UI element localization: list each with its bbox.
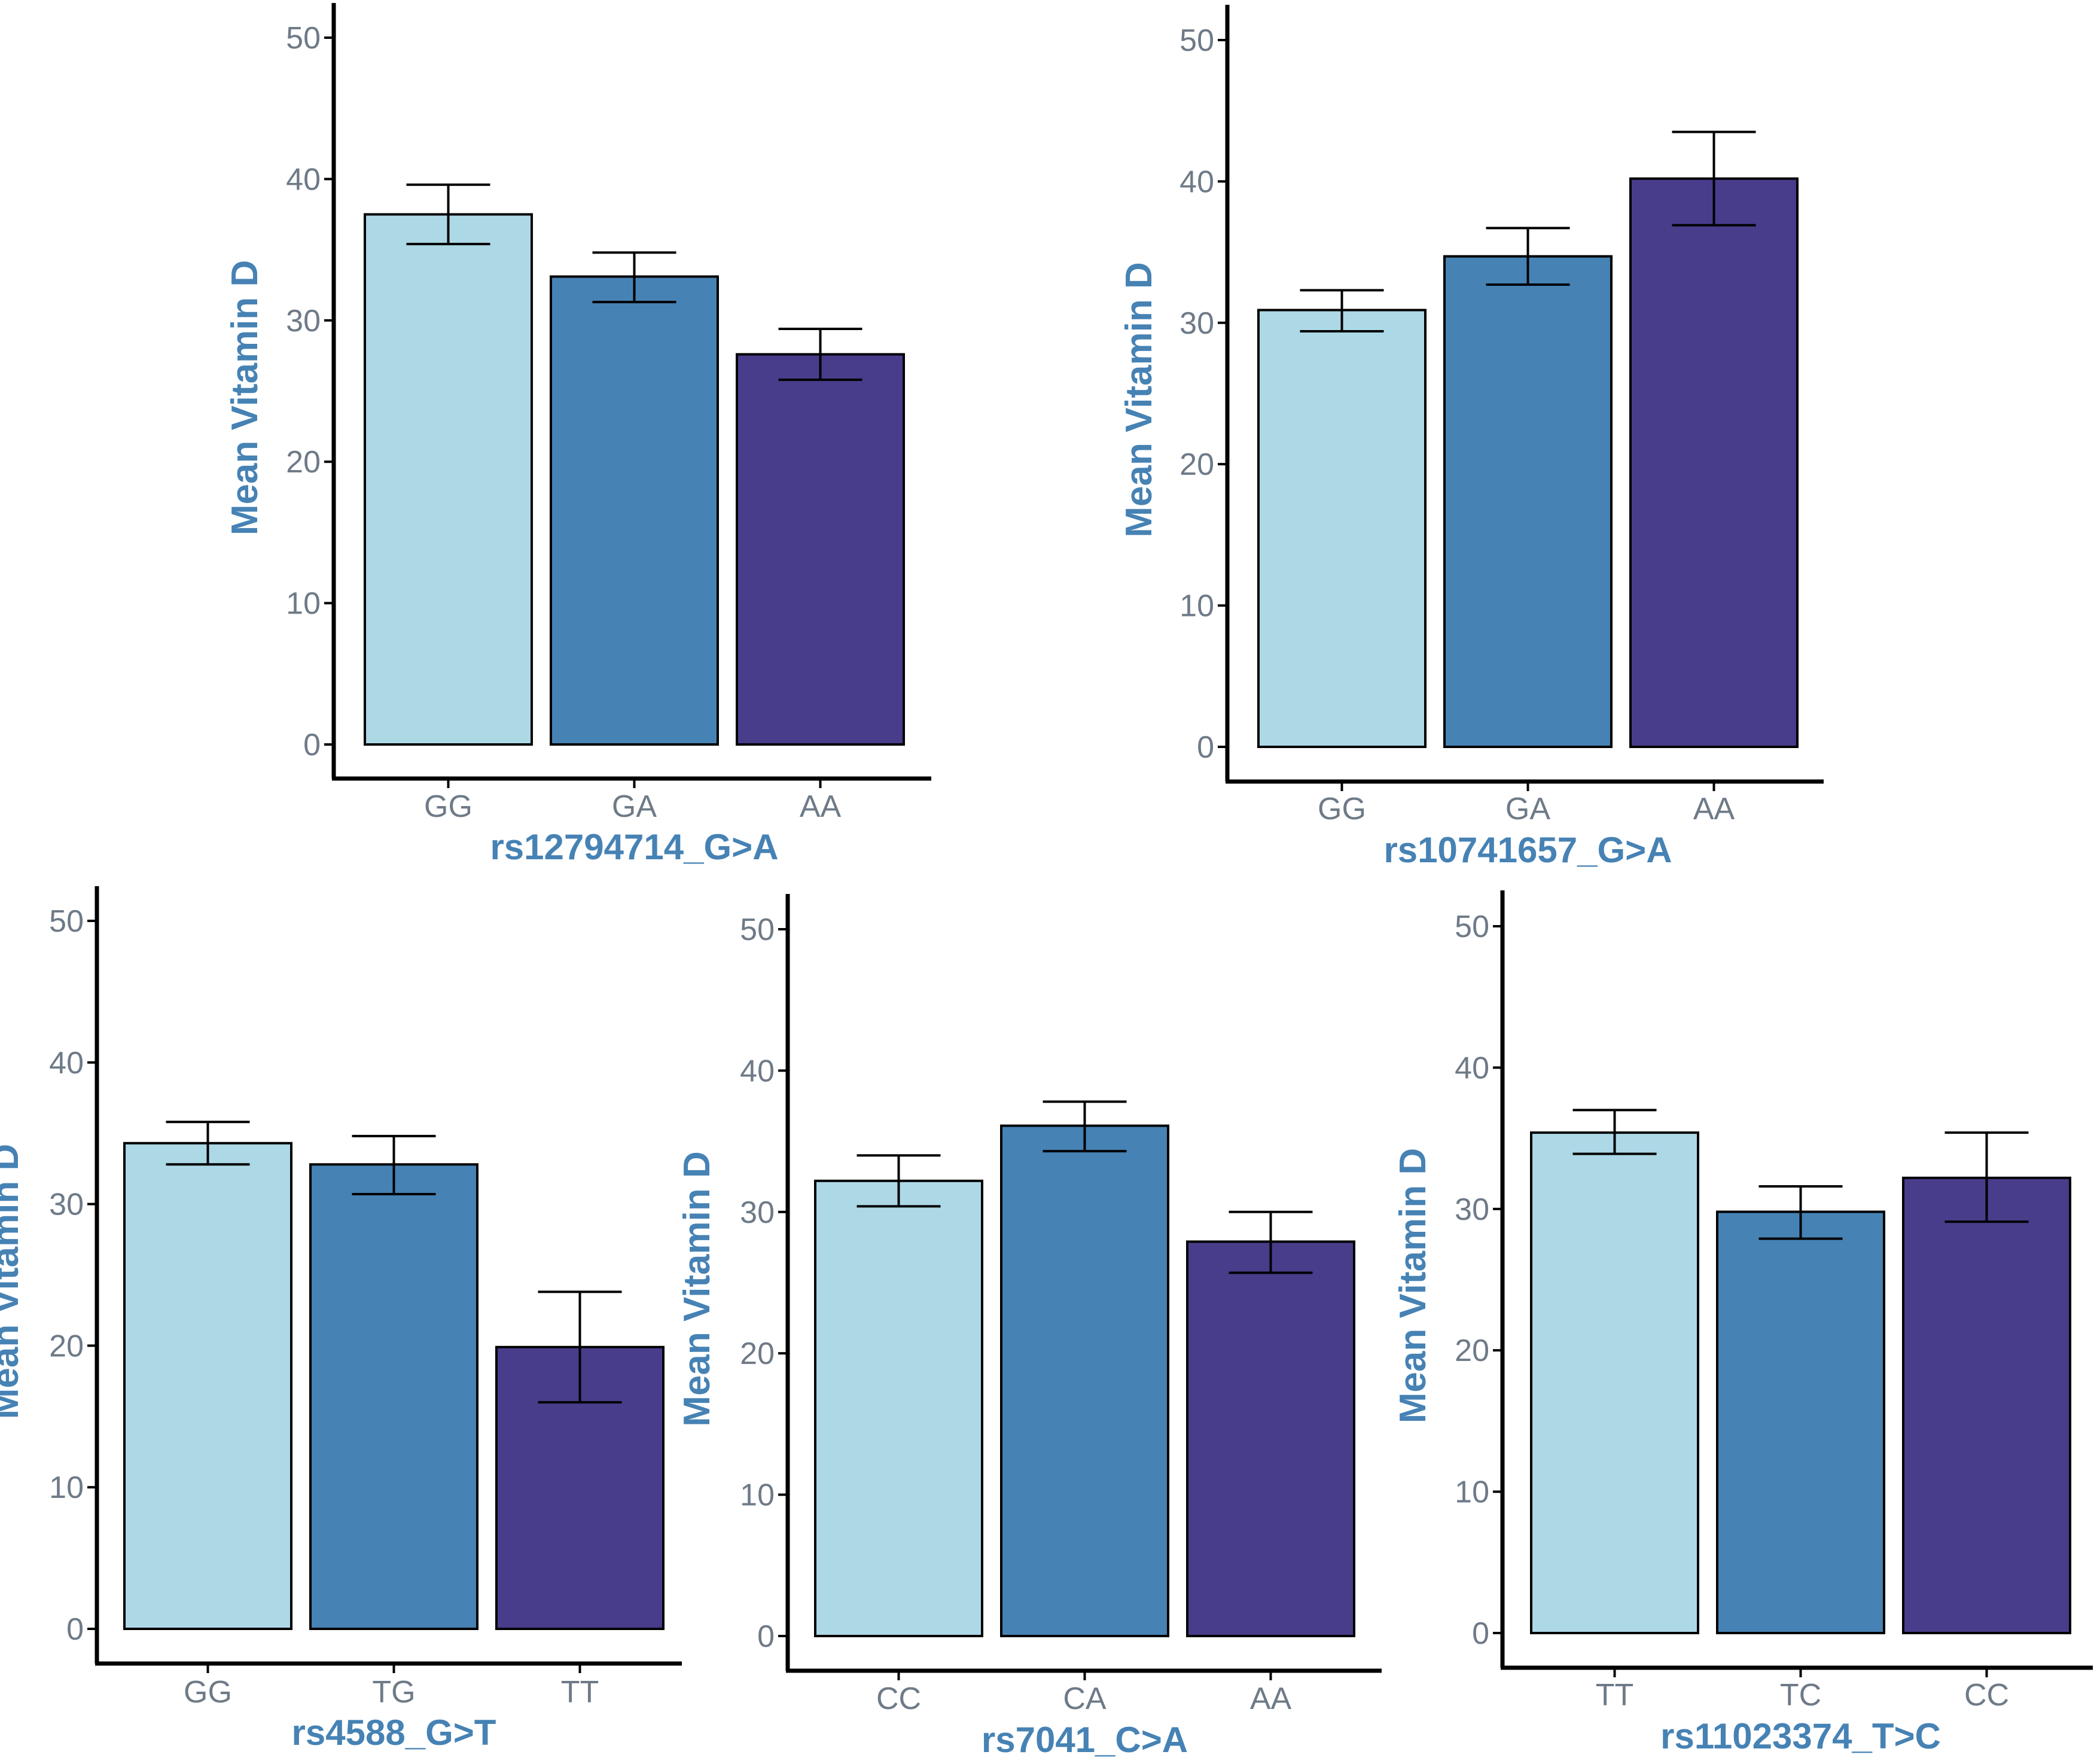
error-bar-aa	[1229, 1210, 1313, 1274]
y-axis-title: Mean Vitamin D	[0, 1144, 26, 1420]
bar-ca	[1000, 1124, 1169, 1637]
error-bar-tg	[352, 1134, 436, 1196]
error-bar-aa	[1672, 130, 1756, 227]
chart-panel-1: 0 10 20 30 40 50 GG GA AA Mean Vitamin D rs1279471…	[224, 3, 931, 867]
bar-gg	[1257, 309, 1427, 748]
bar-cc	[1902, 1176, 2071, 1634]
error-bar-gg	[406, 183, 490, 246]
y-tick-label: 10	[286, 587, 321, 621]
y-axis-title: Mean Vitamin D	[1392, 1148, 1434, 1424]
error-bar-ga	[1486, 227, 1570, 286]
y-tick-label: 50	[49, 904, 84, 939]
x-tick-label: TT	[1596, 1678, 1634, 1713]
y-tick-label: 30	[286, 304, 321, 338]
x-tick-label: GG	[1318, 792, 1366, 826]
error-bar-cc	[1944, 1131, 2029, 1223]
x-axis-title: rs11023374_T>C	[1660, 1716, 1941, 1756]
x-tick-label: GG	[424, 789, 473, 824]
x-tick-label: AA	[1250, 1681, 1292, 1716]
x-axis-title: rs10741657_G>A	[1383, 830, 1672, 870]
bar-ga	[550, 275, 719, 746]
bar-gg	[364, 213, 533, 746]
error-bar-gg	[166, 1121, 250, 1166]
chart-panel-5: 0 10 20 30 40 50 TT TC CC Mean Vitamin D rs1102337…	[1392, 890, 2093, 1756]
y-tick-label: 0	[757, 1619, 775, 1654]
y-tick-label: 50	[1455, 910, 1489, 944]
x-tick-label: TC	[1780, 1678, 1821, 1713]
chart-panel-2: 0 10 20 30 40 50 GG GA AA Mean Vitamin D rs1074165…	[1118, 5, 1824, 870]
y-tick-label: 40	[1455, 1051, 1489, 1085]
y-tick-label: 20	[49, 1329, 84, 1363]
x-axis-title: rs12794714_G>A	[490, 827, 778, 867]
chart-panel-3: 0 10 20 30 40 50 GG TG TT Mean Vitamin D rs4588_G>…	[0, 886, 682, 1753]
x-tick-label: GA	[1505, 792, 1550, 826]
x-tick-label: GA	[612, 789, 657, 824]
y-tick-label: 50	[1179, 23, 1214, 58]
bar-cc	[814, 1179, 983, 1637]
x-axis-title: rs4588_G>T	[292, 1713, 496, 1753]
y-tick-label: 0	[66, 1612, 84, 1647]
error-bar-ga	[592, 251, 676, 304]
y-tick-label: 20	[740, 1336, 775, 1371]
x-tick-label: GG	[184, 1675, 232, 1710]
y-tick-label: 30	[740, 1195, 775, 1230]
x-tick-label: AA	[800, 789, 842, 824]
x-tick-label: CA	[1063, 1681, 1107, 1716]
error-bar-aa	[778, 327, 862, 382]
chart-panel-4: 0 10 20 30 40 50 CC CA AA Mean Vitamin D rs7041_C>…	[676, 894, 1382, 1760]
bar-tc	[1716, 1210, 1885, 1634]
error-bar-tt	[1572, 1109, 1657, 1155]
x-tick-label: CC	[1964, 1678, 2009, 1713]
error-bar-cc	[857, 1154, 941, 1208]
x-tick-label: CC	[876, 1681, 921, 1716]
x-tick-label: TT	[561, 1675, 599, 1710]
error-bar-ca	[1043, 1100, 1127, 1153]
y-tick-label: 30	[49, 1188, 84, 1222]
y-tick-label: 50	[286, 21, 321, 56]
bar-tt	[1530, 1131, 1699, 1635]
error-bar-gg	[1300, 289, 1384, 332]
y-tick-label: 40	[740, 1054, 775, 1088]
bar-aa	[1629, 177, 1799, 748]
y-tick-label: 30	[1179, 306, 1214, 341]
bar-tg	[309, 1163, 478, 1630]
y-tick-label: 10	[49, 1470, 84, 1505]
y-tick-label: 20	[1455, 1333, 1489, 1368]
y-tick-label: 10	[1455, 1475, 1489, 1510]
y-tick-label: 20	[1179, 447, 1214, 482]
y-tick-label: 40	[1179, 164, 1214, 199]
y-axis-title: Mean Vitamin D	[224, 260, 266, 536]
x-axis-title: rs7041_C>A	[982, 1720, 1188, 1760]
x-tick-label: TG	[372, 1675, 415, 1710]
y-axis-title: Mean Vitamin D	[1118, 262, 1160, 538]
x-tick-label: AA	[1693, 792, 1735, 826]
y-axis-title: Mean Vitamin D	[676, 1151, 718, 1427]
y-tick-label: 20	[286, 445, 321, 480]
error-bar-tt	[538, 1290, 622, 1404]
y-tick-label: 0	[303, 728, 321, 762]
y-tick-label: 40	[286, 162, 321, 197]
y-tick-label: 40	[49, 1046, 84, 1081]
y-tick-label: 10	[740, 1478, 775, 1513]
bar-ga	[1443, 255, 1613, 748]
error-bar-tc	[1758, 1185, 1843, 1240]
y-tick-label: 10	[1179, 589, 1214, 624]
bar-aa	[736, 353, 905, 746]
bar-gg	[123, 1142, 292, 1630]
y-tick-label: 0	[1197, 730, 1214, 765]
bar-aa	[1186, 1240, 1355, 1638]
y-tick-label: 30	[1455, 1192, 1489, 1227]
y-tick-label: 0	[1472, 1616, 1489, 1651]
y-tick-label: 50	[740, 912, 775, 947]
